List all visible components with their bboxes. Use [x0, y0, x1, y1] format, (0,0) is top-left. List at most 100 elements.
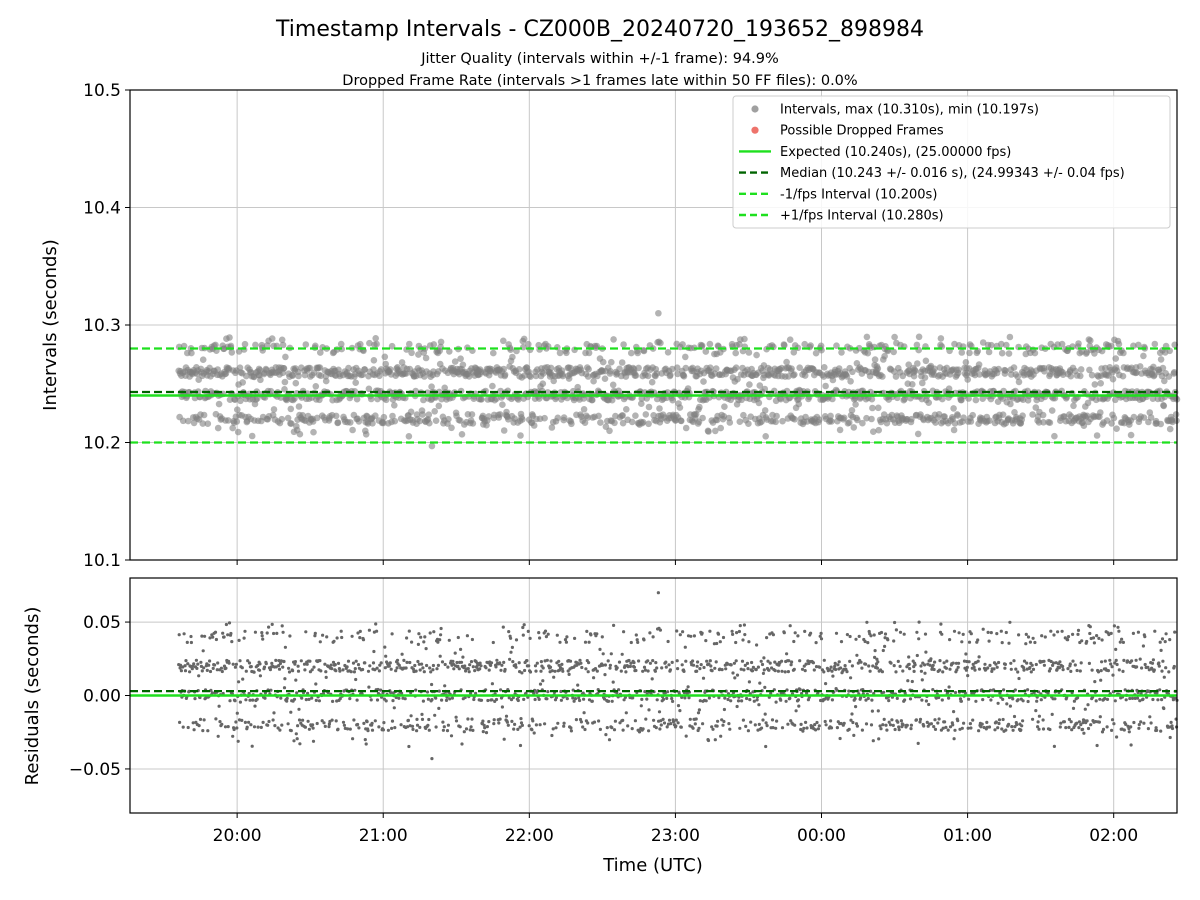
residual-point: [187, 689, 191, 694]
interval-point: [520, 335, 528, 343]
residual-point: [760, 662, 765, 667]
residual-point: [258, 674, 262, 678]
residual-point: [277, 667, 282, 671]
residual-point: [1015, 723, 1019, 727]
residual-point: [621, 728, 625, 732]
residual-point: [643, 690, 647, 694]
residual-point: [892, 664, 896, 668]
residual-point: [839, 721, 843, 726]
residual-point: [318, 659, 322, 663]
residual-point: [809, 631, 813, 635]
residual-point: [936, 721, 940, 725]
residual-point: [1077, 726, 1081, 730]
interval-point: [500, 365, 508, 373]
residual-point: [1014, 667, 1018, 671]
interval-point: [829, 376, 837, 384]
residual-point: [414, 669, 418, 673]
residual-point: [607, 699, 611, 703]
residual-point: [525, 659, 529, 663]
interval-point: [1031, 349, 1039, 357]
residual-point: [1072, 699, 1076, 703]
interval-point: [628, 418, 636, 426]
residual-point: [595, 669, 599, 673]
residual-point: [996, 701, 1000, 705]
interval-point: [910, 372, 918, 380]
residual-point: [839, 666, 843, 670]
residual-point: [356, 631, 360, 635]
interval-point: [669, 396, 676, 404]
interval-point: [1077, 372, 1084, 380]
residual-point: [664, 665, 668, 669]
interval-point: [975, 361, 983, 368]
residual-point: [670, 660, 674, 665]
residual-point: [395, 666, 399, 670]
residual-point: [1069, 720, 1073, 724]
residual-point: [479, 698, 484, 702]
residual-point: [1079, 723, 1083, 727]
residual-point: [842, 721, 846, 725]
residual-point: [648, 631, 652, 635]
residual-point: [790, 660, 794, 664]
residual-point: [405, 660, 409, 665]
residual-point: [434, 725, 438, 729]
residual-point: [724, 667, 728, 671]
residual-point: [571, 696, 575, 700]
residual-point: [451, 662, 455, 666]
residual-point: [449, 734, 454, 738]
interval-point: [1075, 340, 1082, 347]
residual-point: [444, 698, 449, 703]
residual-point: [554, 726, 558, 730]
residual-point: [569, 726, 573, 730]
residual-point: [220, 669, 224, 674]
residual-point: [1052, 633, 1056, 637]
residual-point: [179, 669, 183, 673]
residual-point: [1118, 640, 1122, 644]
interval-point: [788, 365, 795, 373]
residual-point: [805, 691, 809, 695]
residual-point: [338, 669, 342, 673]
residual-point: [854, 637, 858, 641]
interval-point: [478, 396, 485, 403]
residual-point: [306, 719, 310, 723]
residual-point: [689, 634, 693, 638]
residual-point: [762, 668, 766, 672]
residual-point: [572, 699, 576, 703]
residual-point: [901, 723, 905, 727]
residual-point: [610, 699, 614, 703]
interval-point: [1110, 414, 1118, 422]
residual-point: [295, 691, 299, 695]
residual-point: [611, 680, 615, 684]
residual-point: [1161, 659, 1165, 663]
residual-point: [1096, 670, 1101, 674]
residual-point: [646, 659, 650, 663]
top-axis-ticks: 10.110.210.310.410.5: [83, 81, 1115, 571]
residual-point: [592, 720, 597, 724]
interval-point: [567, 364, 574, 372]
interval-point: [736, 418, 744, 426]
residual-point: [331, 699, 335, 704]
residual-point: [298, 742, 302, 746]
residual-point: [566, 669, 570, 673]
residual-point: [390, 719, 395, 723]
residual-point: [431, 663, 435, 668]
residual-point: [788, 624, 792, 628]
residual-point: [1036, 720, 1040, 724]
interval-point: [446, 348, 453, 355]
residual-point: [560, 662, 564, 667]
residual-point: [226, 633, 230, 637]
residual-point: [613, 719, 618, 723]
interval-point: [420, 396, 427, 404]
residual-point: [607, 738, 612, 742]
residual-point: [801, 729, 805, 733]
residual-point: [765, 724, 769, 728]
interval-point: [1140, 414, 1148, 421]
residual-point: [541, 666, 545, 670]
residual-point: [1030, 663, 1034, 667]
residual-point: [414, 688, 418, 692]
residual-point: [565, 635, 569, 639]
residual-point: [242, 636, 246, 640]
residual-point: [1125, 659, 1130, 663]
residual-point: [924, 699, 929, 703]
residual-point: [211, 635, 215, 639]
residual-point: [266, 723, 270, 727]
